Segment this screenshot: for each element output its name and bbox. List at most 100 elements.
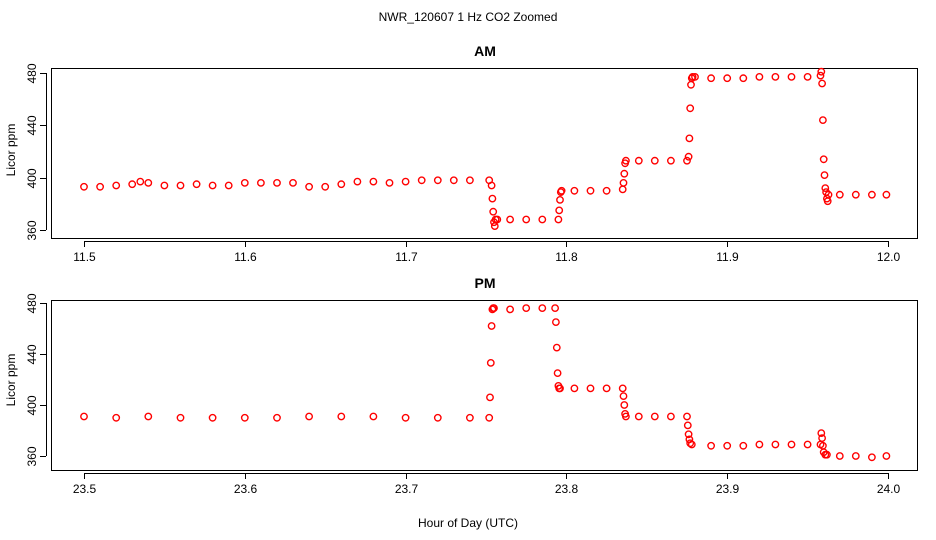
chart-am-data-point xyxy=(683,156,691,165)
chart-pm-x-tick-label: 23.5 xyxy=(73,482,97,496)
chart-am-y-axis: 360 400 440 480 xyxy=(25,63,47,241)
chart-am-y-tick-label: 400 xyxy=(25,168,39,188)
chart-am-data-point xyxy=(96,182,105,191)
chart-am-x-axis: 11.5 11.6 11.7 11.8 11.9 12.0 xyxy=(73,241,901,264)
chart-pm-data-point xyxy=(771,440,780,449)
chart-am-data-point xyxy=(618,185,627,194)
chart-pm-data-point xyxy=(486,393,494,402)
chart-am-data-point xyxy=(821,184,830,193)
chart-am-data-point xyxy=(256,178,265,187)
chart-am-x-tick-label: 11.5 xyxy=(73,250,96,264)
chart-am-data-point xyxy=(818,79,826,88)
chart-pm-y-axis: 360 400 440 480 xyxy=(25,293,47,467)
chart-am-data-point xyxy=(787,73,796,81)
chart-pm-data-point xyxy=(208,413,217,422)
chart-am-data-point xyxy=(602,186,611,195)
chart-am-data-point xyxy=(80,182,88,191)
chart-am-data-point xyxy=(634,156,643,165)
chart-am-data-point xyxy=(687,80,695,89)
chart-am-data-point xyxy=(771,73,780,81)
chart-pm-data-point xyxy=(538,304,547,312)
chart-pm-data-point xyxy=(522,304,531,312)
chart-pm-data-point xyxy=(620,401,629,409)
chart-pm-data-point xyxy=(817,429,826,437)
chart-pm-data-point xyxy=(144,412,153,421)
chart-am-data-point xyxy=(433,176,442,185)
chart-am-data-point xyxy=(868,190,876,199)
chart-pm-data-point xyxy=(570,384,579,393)
chart-pm-data-point xyxy=(490,304,498,312)
chart-pm-data-point xyxy=(723,441,732,450)
chart-pm-data-point xyxy=(707,441,715,450)
chart-pm-data-point xyxy=(273,413,281,422)
chart-am-data-point xyxy=(723,74,732,83)
chart-am-data-point xyxy=(273,178,281,187)
chart-am-data-point xyxy=(819,155,828,164)
chart-am-data-point xyxy=(538,215,547,224)
chart-am-data-point xyxy=(417,176,426,185)
chart-pm-data-point xyxy=(506,305,514,314)
chart-pm-data-point xyxy=(465,413,474,422)
chart-pm-y-tick-label: 360 xyxy=(25,446,39,466)
chart-am-data-point xyxy=(556,195,564,204)
chart-pm-data-point xyxy=(882,452,891,460)
chart-am-data-point xyxy=(337,180,346,189)
chart-pm-y-tick-label: 400 xyxy=(25,395,39,415)
chart-pm-data-point xyxy=(433,413,442,422)
chart-pm-data-point xyxy=(369,412,378,421)
chart-pm-data-point xyxy=(739,441,748,450)
chart-am-data-point xyxy=(321,182,330,191)
chart-pm-data-point xyxy=(687,440,696,449)
chart-pm-data-point xyxy=(683,421,692,430)
chart-pm-data-point xyxy=(618,384,627,393)
chart-pm-data-point xyxy=(556,384,564,393)
chart-pm-data-point xyxy=(485,413,494,422)
chart-am-data-point xyxy=(835,190,844,199)
chart-pm-data-point xyxy=(650,412,659,421)
chart-am-data-point xyxy=(739,74,748,83)
chart-pm: PM Licor ppm 23.5 23.6 23.7 23.8 23.9 24.0 36… xyxy=(4,275,918,496)
chart-am-data-point xyxy=(489,207,498,216)
chart-am-y-tick-label: 360 xyxy=(25,220,39,240)
chart-pm-data-point xyxy=(240,413,249,422)
chart-am-data-point xyxy=(691,73,699,81)
chart-pm-data-point xyxy=(823,450,831,459)
chart-am-title: AM xyxy=(474,43,496,59)
chart-am-data-point xyxy=(557,186,566,195)
chart-pm-data-point xyxy=(176,413,185,422)
chart-pm-data-point xyxy=(667,412,675,421)
chart-pm-data-point xyxy=(553,369,562,377)
chart-pm-data-point xyxy=(619,392,628,400)
chart-am-data-point xyxy=(684,152,693,161)
chart-pm-data-point xyxy=(487,322,496,330)
chart-pm-y-tick-label: 440 xyxy=(25,344,39,364)
chart-am-y-tick-label: 480 xyxy=(25,63,39,83)
chart-am-data-point xyxy=(208,181,217,190)
chart-pm-data-point xyxy=(634,412,643,421)
chart-pm-data-point xyxy=(552,343,561,352)
chart-pm-data-point xyxy=(112,413,121,422)
chart-am-data-point xyxy=(816,71,825,80)
chart-am-data-point xyxy=(554,215,563,224)
chart-pm-x-tick-label: 23.6 xyxy=(234,482,258,496)
chart-am-x-tick-label: 12.0 xyxy=(877,250,901,264)
chart-am-data-point xyxy=(449,176,458,185)
chart-pm-data-point xyxy=(551,304,559,312)
chart-am-data-point xyxy=(819,116,827,125)
chart-am-data-point xyxy=(620,169,629,178)
chart-pm-points xyxy=(80,304,891,462)
chart-am-data-point xyxy=(685,134,694,143)
chart-am-data-point xyxy=(488,194,497,203)
chart-am-data-point xyxy=(667,156,675,165)
chart-am-data-point xyxy=(136,177,145,186)
chart-am-data-point xyxy=(487,181,496,190)
chart-am-data-point xyxy=(817,67,826,76)
chart-pm-data-point xyxy=(552,318,560,326)
chart-am-data-point xyxy=(112,181,121,190)
chart-pm-ylabel: Licor ppm xyxy=(4,354,18,407)
chart-am-data-point xyxy=(851,190,860,199)
chart-am-y-tick-label: 440 xyxy=(25,115,39,135)
chart-am: AM Licor ppm 11.5 11.6 11.7 11.8 11.9 12.0 36… xyxy=(4,43,918,264)
chart-pm-x-tick-label: 24.0 xyxy=(877,482,901,496)
chart-pm-data-point xyxy=(787,440,796,449)
